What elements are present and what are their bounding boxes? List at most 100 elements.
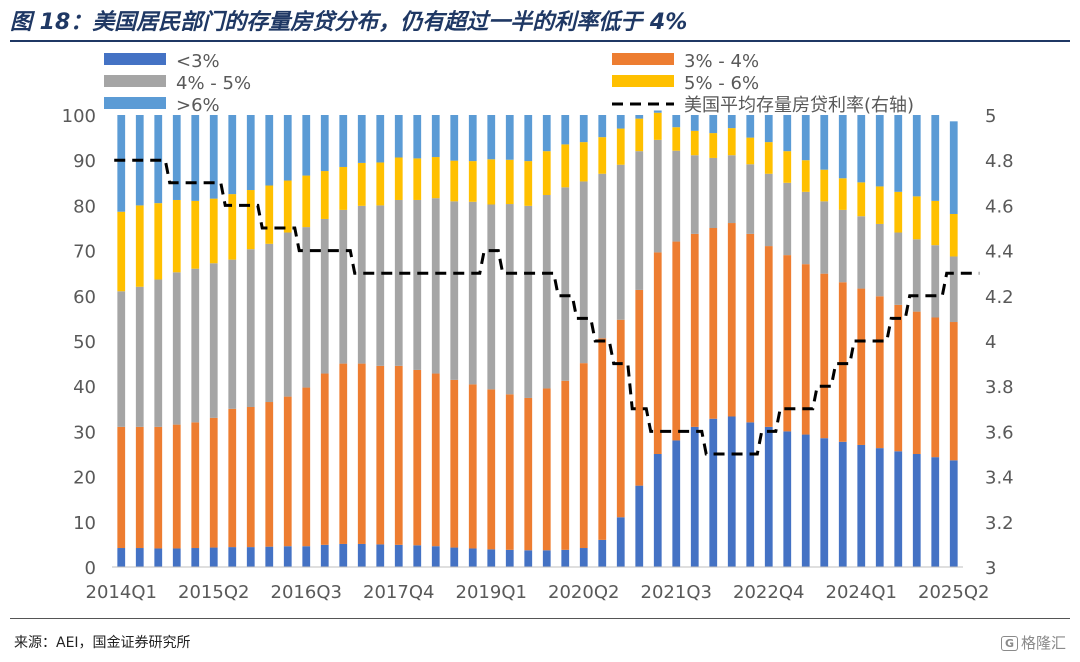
bar-3-4 xyxy=(949,322,958,461)
bar-6 xyxy=(376,115,385,163)
bar-6 xyxy=(117,115,126,212)
legend-label: 5% - 6% xyxy=(684,73,759,94)
left-tick-label: 90 xyxy=(73,151,96,172)
bar-3 xyxy=(764,426,773,567)
left-axis: 0 10 20 30 40 50 60 70 80 90 100 xyxy=(62,106,96,579)
bar-6 xyxy=(542,115,551,152)
bar-4-5 xyxy=(783,182,792,256)
x-tick-label: 2021Q3 xyxy=(641,582,712,603)
bar-3-4 xyxy=(172,424,181,549)
bar-5-6 xyxy=(357,162,366,206)
bar-6 xyxy=(228,115,237,195)
bar-6 xyxy=(413,115,422,159)
bar-3-4 xyxy=(320,373,329,545)
bar-5-6 xyxy=(302,175,311,228)
bar-6 xyxy=(727,115,736,129)
bar-3-4 xyxy=(542,388,551,551)
bar-3 xyxy=(746,422,755,567)
bar-5-6 xyxy=(912,196,921,240)
x-tick-label: 2019Q1 xyxy=(456,582,527,603)
bar-6 xyxy=(561,115,570,145)
bar-3-4 xyxy=(635,289,644,486)
bar-3 xyxy=(117,548,126,567)
bar-3-4 xyxy=(672,241,681,441)
bar-3 xyxy=(357,543,366,567)
bar-4-5 xyxy=(172,272,181,425)
bar-3-4 xyxy=(727,223,736,417)
bar-6 xyxy=(172,115,181,200)
bar-3 xyxy=(672,440,681,567)
left-tick-label: 0 xyxy=(85,558,96,579)
bar-5-6 xyxy=(949,213,958,257)
bar-4-5 xyxy=(413,199,422,370)
legend-swatch-3-4 xyxy=(612,53,674,65)
bar-4-5 xyxy=(394,199,403,366)
bar-3 xyxy=(616,517,625,567)
bar-5-6 xyxy=(690,130,699,156)
bar-5-6 xyxy=(746,137,755,165)
bar-3-4 xyxy=(209,417,218,548)
bar-6 xyxy=(672,115,681,128)
bar-4-5 xyxy=(117,291,126,427)
bar-3 xyxy=(801,434,810,567)
bar-6 xyxy=(579,115,588,143)
bar-3-4 xyxy=(357,363,366,544)
bar-5-6 xyxy=(246,190,255,250)
right-tick-label: 3 xyxy=(985,558,996,579)
bar-4-5 xyxy=(579,181,588,364)
bar-3 xyxy=(394,544,403,567)
bar-3-4 xyxy=(875,296,884,449)
bar-3 xyxy=(524,550,533,567)
bar-4-5 xyxy=(598,173,607,339)
bar-6 xyxy=(450,115,459,161)
watermark-text: 格隆汇 xyxy=(1020,634,1066,652)
bar-4-5 xyxy=(727,155,736,224)
bar-3-4 xyxy=(912,311,921,454)
bar-5-6 xyxy=(857,182,866,217)
bar-3 xyxy=(431,546,440,567)
left-tick-label: 40 xyxy=(73,377,96,398)
x-tick-label: 2024Q1 xyxy=(826,582,897,603)
bar-4-5 xyxy=(505,204,514,395)
bar-4-5 xyxy=(228,259,237,409)
bar-3 xyxy=(154,548,163,567)
bar-5-6 xyxy=(875,186,884,224)
bar-4-5 xyxy=(894,232,903,305)
bar-4-5 xyxy=(265,243,274,403)
bar-5-6 xyxy=(764,142,773,174)
title-divider xyxy=(10,40,1070,42)
bar-6 xyxy=(875,115,884,187)
bar-4-5 xyxy=(820,201,829,274)
bar-6 xyxy=(857,115,866,183)
bar-5-6 xyxy=(579,142,588,182)
bar-3 xyxy=(912,454,921,567)
bar-6 xyxy=(339,115,348,167)
bar-6 xyxy=(283,115,292,181)
bar-3 xyxy=(265,546,274,567)
right-tick-label: 3.6 xyxy=(985,422,1014,443)
bar-6 xyxy=(487,115,496,160)
bar-5-6 xyxy=(450,160,459,202)
bar-3 xyxy=(598,539,607,567)
bar-5-6 xyxy=(542,151,551,195)
bar-4-5 xyxy=(302,227,311,388)
bar-4-5 xyxy=(912,239,921,312)
bar-3 xyxy=(635,485,644,567)
bar-4-5 xyxy=(487,204,496,390)
bar-6 xyxy=(505,115,514,160)
bar-3 xyxy=(487,549,496,567)
bar-4-5 xyxy=(653,139,662,253)
bar-3-4 xyxy=(690,233,699,427)
bar-3 xyxy=(505,549,514,567)
bar-3 xyxy=(931,457,940,567)
right-tick-label: 4.2 xyxy=(985,287,1014,308)
bar-3-4 xyxy=(505,394,514,550)
bar-6 xyxy=(783,115,792,152)
bar-5-6 xyxy=(653,112,662,140)
bar-6 xyxy=(209,115,218,199)
bar-6 xyxy=(598,115,607,138)
bar-4-5 xyxy=(857,216,866,289)
bar-6 xyxy=(764,115,773,143)
bar-3-4 xyxy=(801,264,810,435)
bar-3-4 xyxy=(228,408,237,548)
